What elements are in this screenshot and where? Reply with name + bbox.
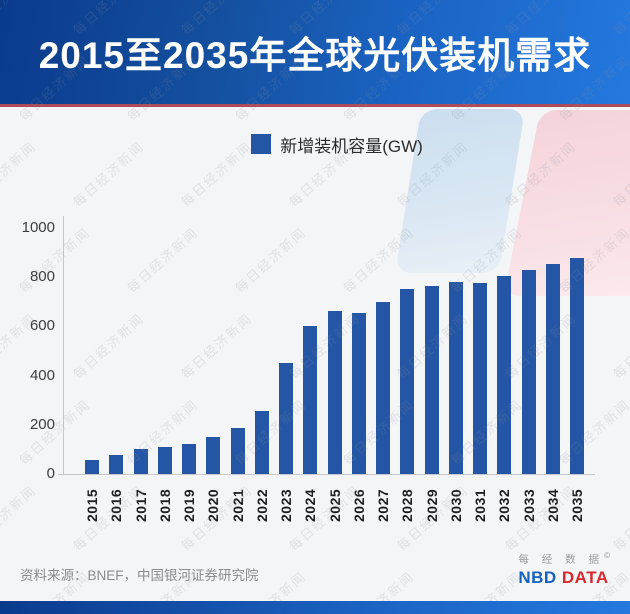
x-tick-2019: 2019 bbox=[181, 488, 197, 522]
x-tick-2016: 2016 bbox=[108, 488, 125, 522]
nbd-logo-chinese: 每 经 数 据© bbox=[518, 551, 610, 566]
x-tick-2020: 2020 bbox=[205, 488, 222, 522]
banner-divider-line bbox=[0, 104, 630, 107]
x-tick-2025: 2025 bbox=[326, 488, 343, 522]
bar-2021 bbox=[230, 428, 245, 474]
bar-2028 bbox=[400, 289, 415, 474]
x-tick-2027: 2027 bbox=[375, 488, 391, 522]
bar-2034 bbox=[545, 264, 560, 474]
bar-2020 bbox=[206, 437, 221, 474]
bar-2031 bbox=[473, 283, 487, 474]
bar-2029 bbox=[424, 286, 439, 474]
y-axis-line bbox=[63, 216, 64, 475]
page-title: 2015至2035年全球光伏装机需求 bbox=[38, 35, 592, 76]
bar-2035 bbox=[570, 258, 584, 474]
x-tick-2015: 2015 bbox=[84, 488, 100, 522]
bar-2018 bbox=[157, 447, 172, 474]
bar-2017 bbox=[133, 449, 148, 474]
legend-color-swatch bbox=[251, 134, 272, 154]
nbd-logo-english: NBD DATA bbox=[518, 567, 609, 587]
x-tick-2018: 2018 bbox=[156, 488, 173, 522]
nbd-logo: 每 经 数 据© NBD DATA bbox=[518, 551, 610, 588]
header-banner: 2015至2035年全球光伏装机需求 bbox=[0, 0, 630, 104]
bar-2027 bbox=[376, 302, 390, 474]
x-tick-2032: 2032 bbox=[496, 488, 513, 522]
bar-2024 bbox=[303, 326, 318, 474]
bar-2033 bbox=[521, 270, 536, 474]
y-tick-400: 400 bbox=[29, 366, 55, 384]
bar-2019 bbox=[182, 444, 196, 474]
x-tick-2029: 2029 bbox=[423, 488, 440, 522]
bar-2026 bbox=[351, 313, 366, 474]
x-tick-2033: 2033 bbox=[520, 488, 537, 522]
copyright-icon: © bbox=[604, 551, 610, 560]
y-tick-1000: 1000 bbox=[21, 219, 55, 236]
y-tick-800: 800 bbox=[29, 268, 55, 286]
x-tick-2028: 2028 bbox=[399, 488, 416, 522]
legend-label: 新增装机容量(GW) bbox=[280, 136, 423, 156]
x-tick-2031: 2031 bbox=[472, 488, 488, 522]
x-tick-2023: 2023 bbox=[278, 488, 294, 522]
bar-2015 bbox=[85, 460, 99, 474]
x-tick-2017: 2017 bbox=[132, 488, 149, 522]
y-tick-200: 200 bbox=[29, 415, 55, 433]
bar-2032 bbox=[497, 276, 512, 474]
x-axis-line bbox=[58, 474, 595, 475]
y-tick-0: 0 bbox=[46, 465, 55, 482]
bar-2025 bbox=[327, 311, 342, 474]
x-tick-2030: 2030 bbox=[447, 488, 464, 522]
bar-2016 bbox=[109, 455, 124, 474]
bar-2022 bbox=[254, 411, 269, 474]
x-tick-2026: 2026 bbox=[350, 488, 367, 522]
x-tick-2024: 2024 bbox=[302, 488, 319, 522]
x-tick-2035: 2035 bbox=[569, 488, 585, 522]
source-note: 资料来源：BNEF，中国银河证券研究院 bbox=[20, 568, 259, 583]
y-tick-600: 600 bbox=[29, 317, 55, 335]
x-tick-2022: 2022 bbox=[253, 488, 270, 522]
x-tick-2034: 2034 bbox=[544, 488, 561, 522]
footer-strip bbox=[0, 601, 630, 614]
bar-2030 bbox=[448, 282, 463, 474]
bar-2023 bbox=[279, 363, 293, 474]
chart-legend: 新增装机容量(GW) bbox=[22, 131, 630, 157]
x-tick-2021: 2021 bbox=[229, 488, 246, 522]
